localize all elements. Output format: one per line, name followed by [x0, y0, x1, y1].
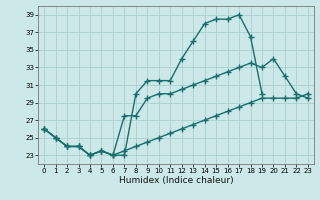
X-axis label: Humidex (Indice chaleur): Humidex (Indice chaleur)	[119, 176, 233, 185]
